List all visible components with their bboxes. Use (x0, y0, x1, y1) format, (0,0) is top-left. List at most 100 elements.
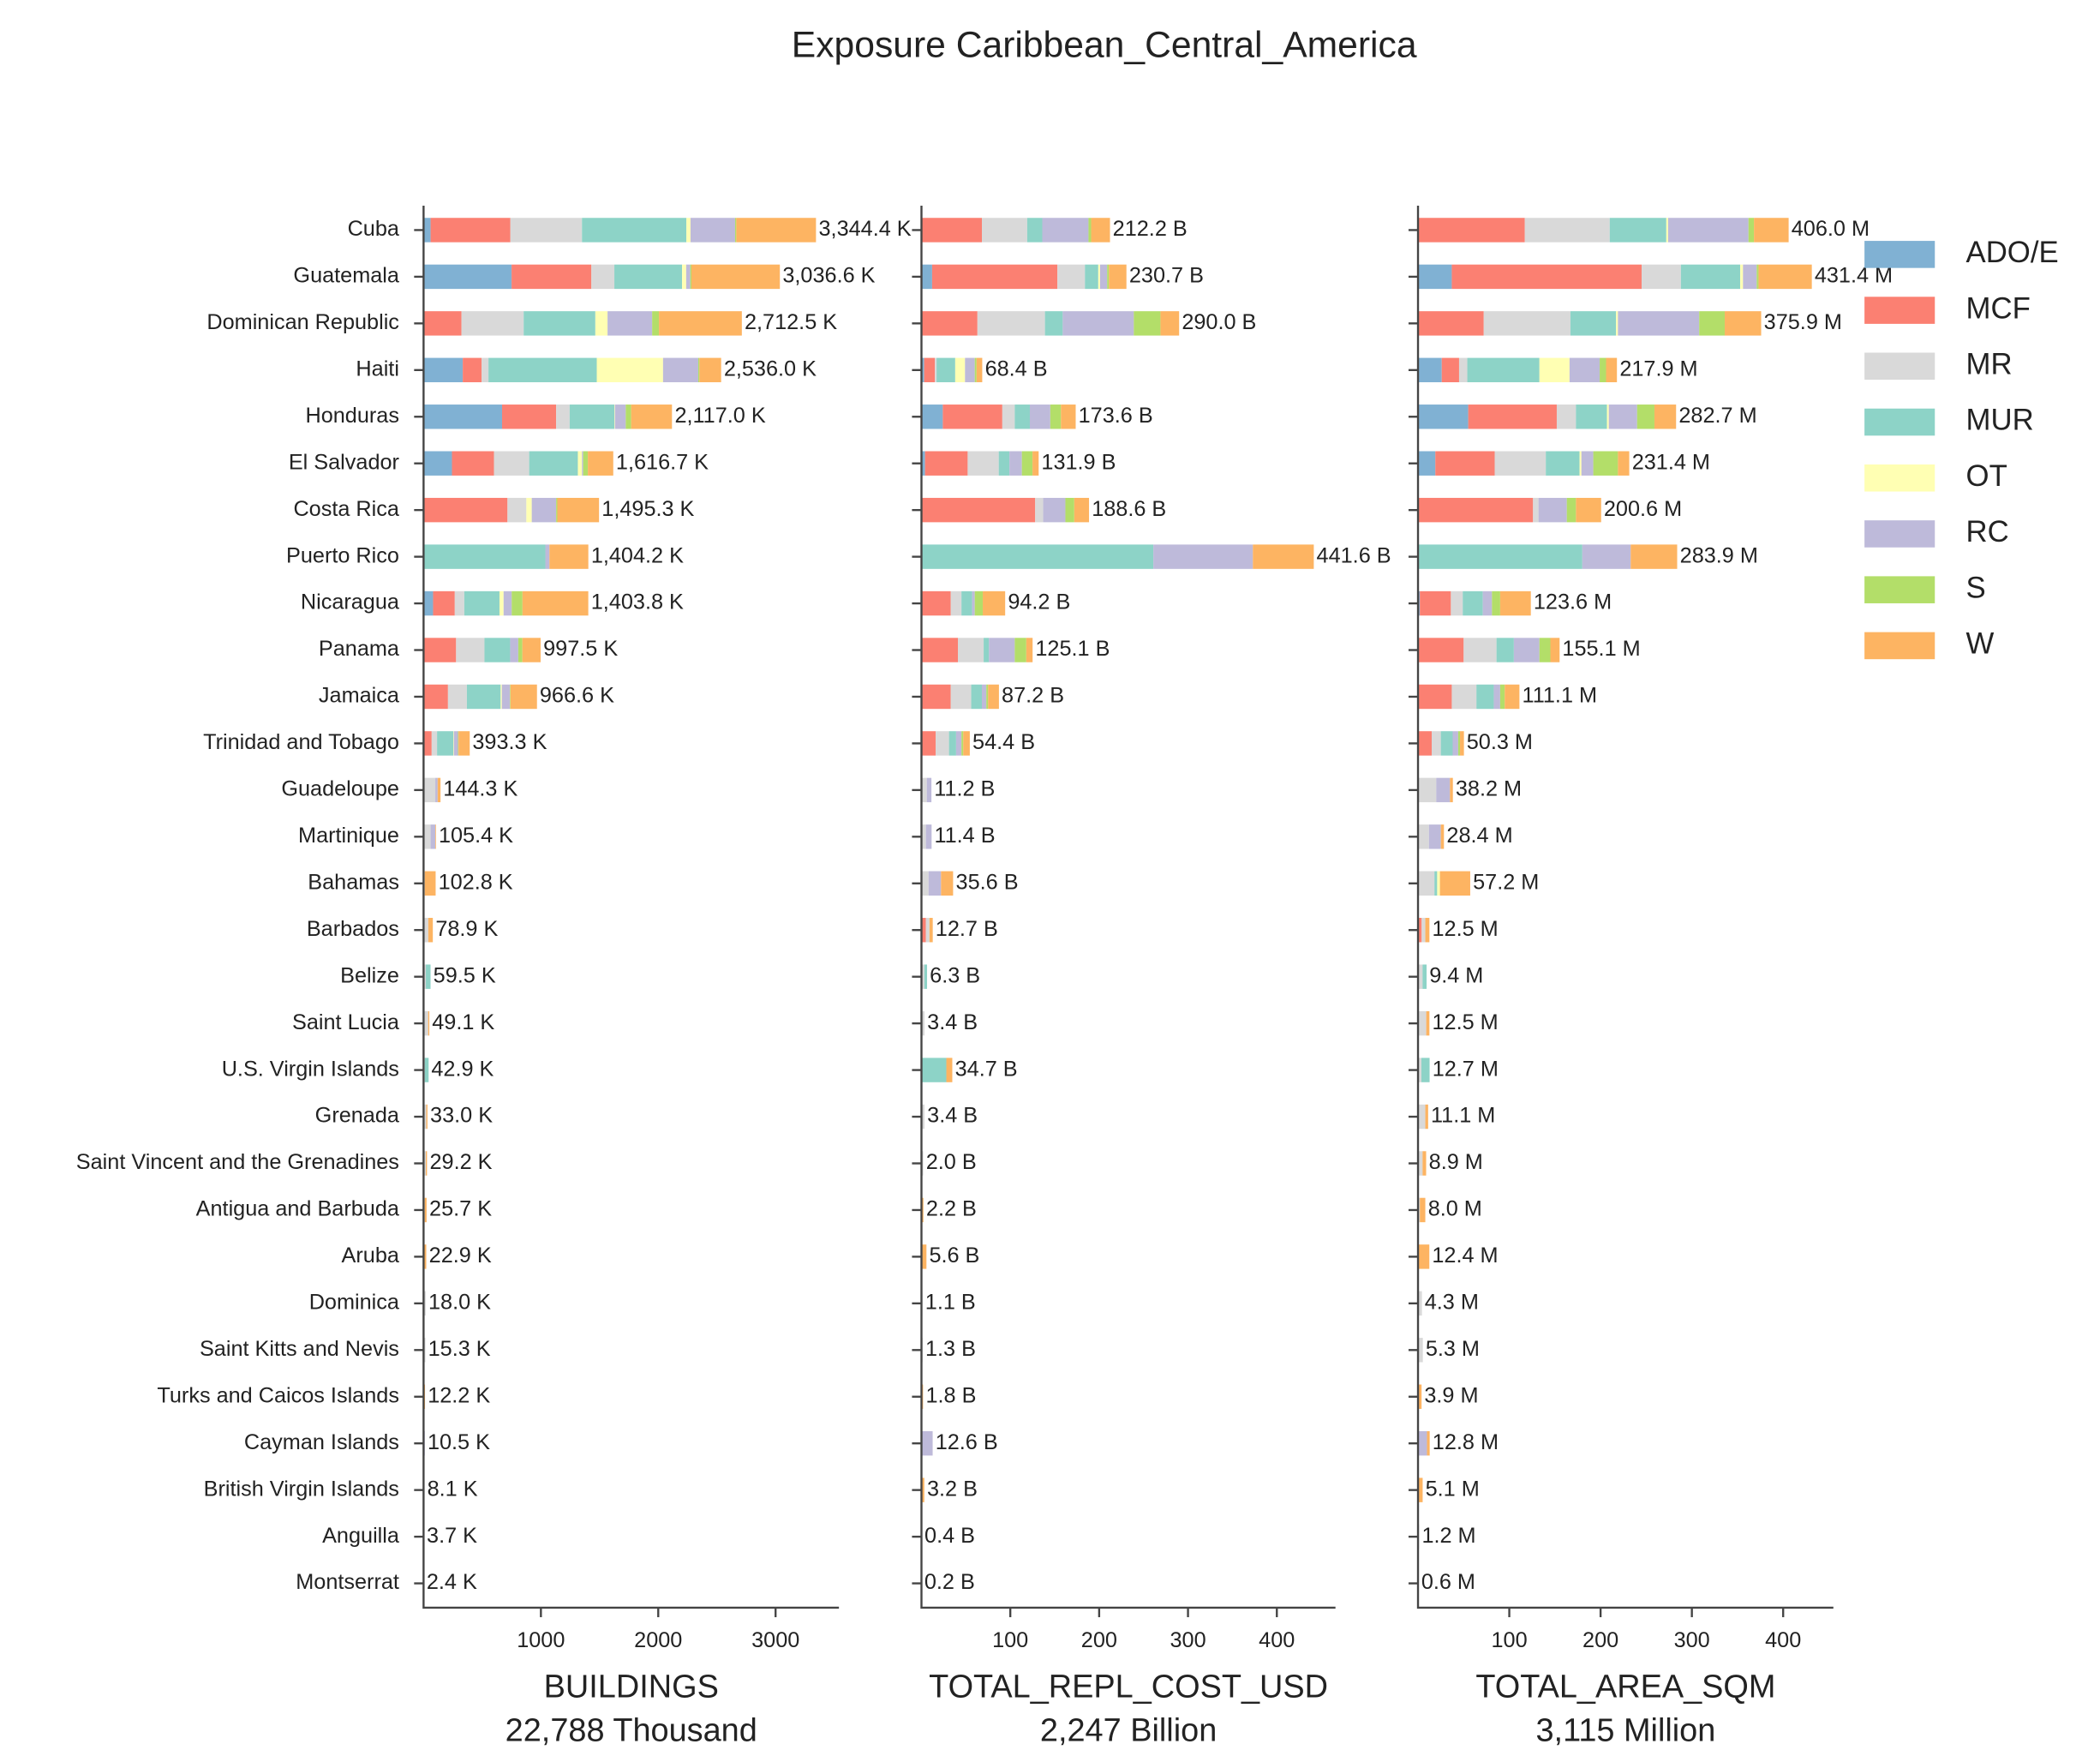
x-tick-label: 300 (1674, 1628, 1710, 1652)
legend-swatch (1864, 352, 1935, 381)
bar-segment (1435, 451, 1495, 476)
bar-segment (685, 264, 691, 290)
total-label: 282.7 M (1678, 404, 1756, 428)
bar-segment (1451, 264, 1642, 290)
bar-segment (1418, 1384, 1422, 1409)
bar-segment (1582, 544, 1631, 569)
bar-segment (921, 964, 924, 989)
total-label: 2.0 B (926, 1150, 977, 1174)
bar-segment (921, 405, 943, 429)
bar-segment (1566, 497, 1576, 523)
bar-segment (607, 311, 653, 336)
bar-segment (1434, 871, 1438, 896)
bar-segment (1483, 311, 1571, 336)
bar-segment (981, 218, 1027, 243)
bar-segment (452, 451, 494, 476)
bar-segment (545, 544, 550, 569)
bar-segment (921, 824, 926, 849)
total-label: 105.4 K (439, 824, 513, 848)
total-label: 68.4 B (985, 357, 1048, 381)
total-label: 57.2 M (1473, 870, 1539, 894)
total-label: 3.4 B (927, 1104, 978, 1128)
bar-segment (1437, 871, 1440, 896)
bar-segment (686, 218, 691, 243)
bar-segment (1160, 311, 1180, 336)
bar-segment (583, 451, 589, 476)
total-label: 283.9 M (1680, 543, 1758, 567)
total-label: 1.2 M (1421, 1524, 1475, 1548)
legend-swatch (1864, 464, 1935, 492)
y-tick-label: Puerto Rico (286, 543, 399, 567)
bar-segment (1436, 777, 1451, 803)
bar-segment (691, 264, 781, 290)
bar-segment (921, 684, 951, 710)
total-label: 12.8 M (1433, 1430, 1499, 1454)
bar-segment (423, 1151, 427, 1176)
bar-segment (1074, 497, 1090, 523)
total-label: 1.3 B (925, 1337, 976, 1361)
bar-segment (501, 405, 557, 429)
bar-segment (423, 918, 428, 943)
bar-segment (447, 684, 467, 710)
bar-segment (974, 590, 984, 616)
bar-segment (963, 731, 970, 756)
total-label: 212.2 B (1113, 217, 1188, 241)
bar-segment (1088, 218, 1092, 243)
total-label: 12.2 K (428, 1383, 490, 1407)
y-tick-label: Saint Lucia (292, 1010, 400, 1034)
bar-segment (556, 497, 558, 523)
total-label: 11.2 B (934, 777, 995, 801)
bar-segment (423, 218, 431, 243)
bar-segment (921, 871, 929, 896)
bar-segment (736, 218, 817, 243)
bar-segment (503, 590, 512, 616)
bar-segment (1029, 405, 1050, 429)
bar-segment (662, 357, 698, 383)
bar-segment (1569, 357, 1600, 383)
total-label: 2.2 B (926, 1197, 977, 1221)
total-label: 3.4 B (927, 1010, 978, 1034)
total-label: 2.4 K (427, 1570, 477, 1594)
bar-segment (1426, 1010, 1430, 1036)
bar-segment (435, 824, 436, 849)
bar-segment (1427, 1430, 1430, 1456)
total-label: 131.9 B (1041, 450, 1116, 474)
bar-segment (1428, 824, 1441, 849)
bar-segment (1418, 264, 1452, 290)
bar-segment (524, 311, 595, 336)
x-tick-label: 300 (1170, 1628, 1206, 1652)
bar-segment (1085, 264, 1098, 290)
bar-segment (531, 497, 557, 523)
bar-segment (1418, 1430, 1427, 1456)
bar-segment (1463, 590, 1483, 616)
total-label: 11.4 B (934, 824, 995, 848)
x-tick-label: 200 (1582, 1628, 1618, 1652)
bar-segment (699, 357, 721, 383)
total-label: 18.0 K (428, 1291, 491, 1315)
bar-segment (1460, 731, 1464, 756)
total-label: 966.6 K (540, 684, 614, 708)
bar-segment (972, 590, 975, 616)
bar-segment (1418, 544, 1582, 569)
total-label: 8.0 M (1428, 1197, 1482, 1221)
bar-segment (1418, 1058, 1421, 1082)
bar-segment (494, 451, 529, 476)
total-label: 29.2 K (430, 1150, 493, 1174)
bar-segment (925, 824, 932, 849)
bar-segment (1065, 497, 1074, 523)
bar-segment (921, 1104, 925, 1130)
total-label: 28.4 M (1446, 824, 1512, 848)
bar-segment (1533, 497, 1539, 523)
total-label: 3,036.6 K (782, 264, 875, 288)
bar-segment (1616, 311, 1618, 336)
bar-segment (1440, 731, 1453, 756)
bar-segment (1134, 311, 1161, 336)
bar-segment (1725, 311, 1762, 336)
bar-segment (423, 1291, 426, 1316)
bar-segment (950, 590, 962, 616)
x-axis-subtitle: 3,115 Million (1535, 1712, 1715, 1748)
bar-segment (921, 918, 926, 943)
y-tick-label: El Salvador (289, 450, 399, 474)
legend-label: S (1966, 572, 1986, 604)
y-tick-label: Turks and Caicos Islands (157, 1383, 399, 1407)
